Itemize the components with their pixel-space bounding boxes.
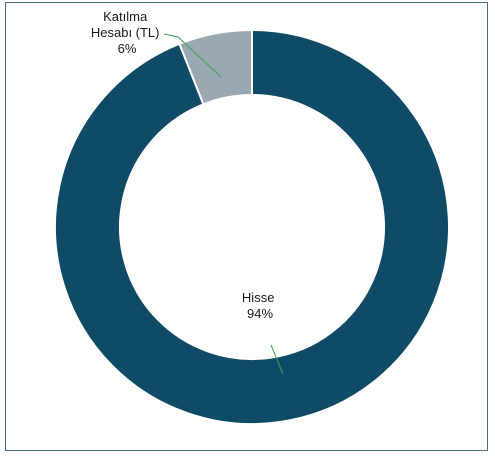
label-katilma-line-3: 6% bbox=[118, 41, 137, 56]
label-katilma-hesabi: Katılma Hesabı (TL) 6% bbox=[91, 9, 163, 56]
leader-line-hisse bbox=[270, 344, 284, 375]
label-hisse-line-1: Hisse bbox=[242, 290, 275, 305]
label-hisse-line-2: 94% bbox=[247, 306, 273, 321]
slice-1 bbox=[178, 28, 253, 106]
leader-line-katilma bbox=[163, 33, 222, 78]
label-katilma-line-1: Katılma bbox=[103, 9, 148, 24]
label-katilma-line-2: Hesabı (TL) bbox=[91, 25, 160, 40]
slice-0 bbox=[54, 28, 450, 425]
donut-slices bbox=[54, 28, 450, 425]
label-hisse: Hisse 94% bbox=[242, 290, 278, 321]
leader-lines bbox=[163, 33, 284, 375]
